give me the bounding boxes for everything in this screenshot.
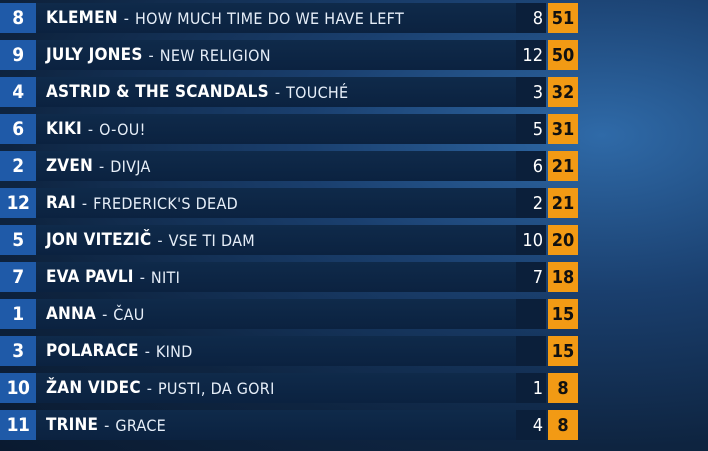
artist-name: ASTRID & THE SCANDALS: [46, 82, 269, 102]
separator: -: [274, 82, 281, 102]
running-order-number: 4: [0, 77, 36, 107]
entry-bar: POLARACE - KIND: [36, 336, 516, 366]
song-title: DIVJA: [110, 156, 151, 176]
entry-bar: ASTRID & THE SCANDALS - TOUCHÉ: [36, 77, 516, 107]
table-row: 4 ASTRID & THE SCANDALS - TOUCHÉ 3 32: [0, 77, 578, 107]
artist-name: JON VITEZIČ: [46, 230, 152, 250]
table-row: 8 KLEMEN - HOW MUCH TIME DO WE HAVE LEFT…: [0, 3, 578, 33]
points-awarded: 5: [516, 114, 546, 144]
running-order-number: 5: [0, 225, 36, 255]
total-score: 15: [548, 336, 578, 366]
total-score: 15: [548, 299, 578, 329]
entry-bar: ZVEN - DIVJA: [36, 151, 516, 181]
entry-bar: KLEMEN - HOW MUCH TIME DO WE HAVE LEFT: [36, 3, 516, 33]
artist-name: EVA PAVLI: [46, 267, 134, 287]
running-order-number: 11: [0, 410, 36, 440]
total-score: 8: [548, 373, 578, 403]
running-order-number: 12: [0, 188, 36, 218]
separator: -: [102, 304, 108, 324]
song-title: NITI: [150, 267, 181, 287]
table-row: 2 ZVEN - DIVJA 6 21: [0, 151, 578, 181]
separator: -: [104, 415, 110, 435]
song-title: VSE TI DAM: [168, 230, 255, 250]
running-order-number: 1: [0, 299, 36, 329]
song-title: NEW RELIGION: [159, 45, 271, 65]
song-title: HOW MUCH TIME DO WE HAVE LEFT: [134, 8, 405, 28]
separator: -: [148, 45, 154, 65]
song-title: GRACE: [115, 415, 167, 435]
song-title: KIND: [155, 341, 193, 361]
entry-bar: EVA PAVLI - NITI: [36, 262, 516, 292]
points-awarded: 7: [516, 262, 546, 292]
entry-bar: JON VITEZIČ - VSE TI DAM: [36, 225, 516, 255]
points-awarded: [516, 299, 546, 329]
separator: -: [157, 230, 163, 250]
points-awarded: 1: [516, 373, 546, 403]
points-awarded: 12: [516, 40, 546, 70]
running-order-number: 2: [0, 151, 36, 181]
table-row: 11 TRINE - GRACE 4 8: [0, 410, 578, 440]
total-score: 51: [548, 3, 578, 33]
artist-name: ŽAN VIDEC: [46, 378, 141, 398]
song-title: TOUCHÉ: [286, 82, 349, 102]
table-row: 7 EVA PAVLI - NITI 7 18: [0, 262, 578, 292]
running-order-number: 6: [0, 114, 36, 144]
total-score: 32: [548, 77, 578, 107]
separator: -: [146, 378, 152, 398]
points-awarded: 3: [516, 77, 546, 107]
table-row: 5 JON VITEZIČ - VSE TI DAM 10 20: [0, 225, 578, 255]
entry-bar: KIKI - O-OU!: [36, 114, 516, 144]
artist-name: RAI: [46, 193, 76, 213]
entry-bar: ŽAN VIDEC - PUSTI, DA GORI: [36, 373, 516, 403]
table-row: 1 ANNA - ČAU 15: [0, 299, 578, 329]
total-score: 21: [548, 188, 578, 218]
points-awarded: 6: [516, 151, 546, 181]
running-order-number: 9: [0, 40, 36, 70]
running-order-number: 10: [0, 373, 36, 403]
points-awarded: 4: [516, 410, 546, 440]
artist-name: ZVEN: [46, 156, 93, 176]
separator: -: [81, 193, 88, 213]
artist-name: KIKI: [46, 119, 82, 139]
total-score: 31: [548, 114, 578, 144]
artist-name: TRINE: [46, 415, 99, 435]
total-score: 50: [548, 40, 578, 70]
separator: -: [139, 267, 145, 287]
table-row: 9 JULY JONES - NEW RELIGION 12 50: [0, 40, 578, 70]
total-score: 20: [548, 225, 578, 255]
entry-bar: ANNA - ČAU: [36, 299, 516, 329]
entry-bar: JULY JONES - NEW RELIGION: [36, 40, 516, 70]
song-title: ČAU: [113, 304, 145, 324]
song-title: PUSTI, DA GORI: [157, 378, 275, 398]
table-row: 6 KIKI - O-OU! 5 31: [0, 114, 578, 144]
running-order-number: 3: [0, 336, 36, 366]
separator: -: [87, 119, 94, 139]
artist-name: POLARACE: [46, 341, 139, 361]
total-score: 8: [548, 410, 578, 440]
separator: -: [144, 341, 150, 361]
separator: -: [98, 156, 105, 176]
points-awarded: [516, 336, 546, 366]
song-title: O-OU!: [99, 119, 146, 139]
total-score: 21: [548, 151, 578, 181]
total-score: 18: [548, 262, 578, 292]
points-awarded: 10: [516, 225, 546, 255]
running-order-number: 7: [0, 262, 36, 292]
song-title: FREDERICK'S DEAD: [93, 193, 238, 213]
entry-bar: RAI - FREDERICK'S DEAD: [36, 188, 516, 218]
points-awarded: 2: [516, 188, 546, 218]
table-row: 3 POLARACE - KIND 15: [0, 336, 578, 366]
artist-name: ANNA: [46, 304, 97, 324]
running-order-number: 8: [0, 3, 36, 33]
entry-bar: TRINE - GRACE: [36, 410, 516, 440]
artist-name: JULY JONES: [46, 45, 143, 65]
separator: -: [123, 8, 129, 28]
table-row: 12 RAI - FREDERICK'S DEAD 2 21: [0, 188, 578, 218]
table-row: 10 ŽAN VIDEC - PUSTI, DA GORI 1 8: [0, 373, 578, 403]
points-awarded: 8: [516, 3, 546, 33]
artist-name: KLEMEN: [46, 8, 118, 28]
